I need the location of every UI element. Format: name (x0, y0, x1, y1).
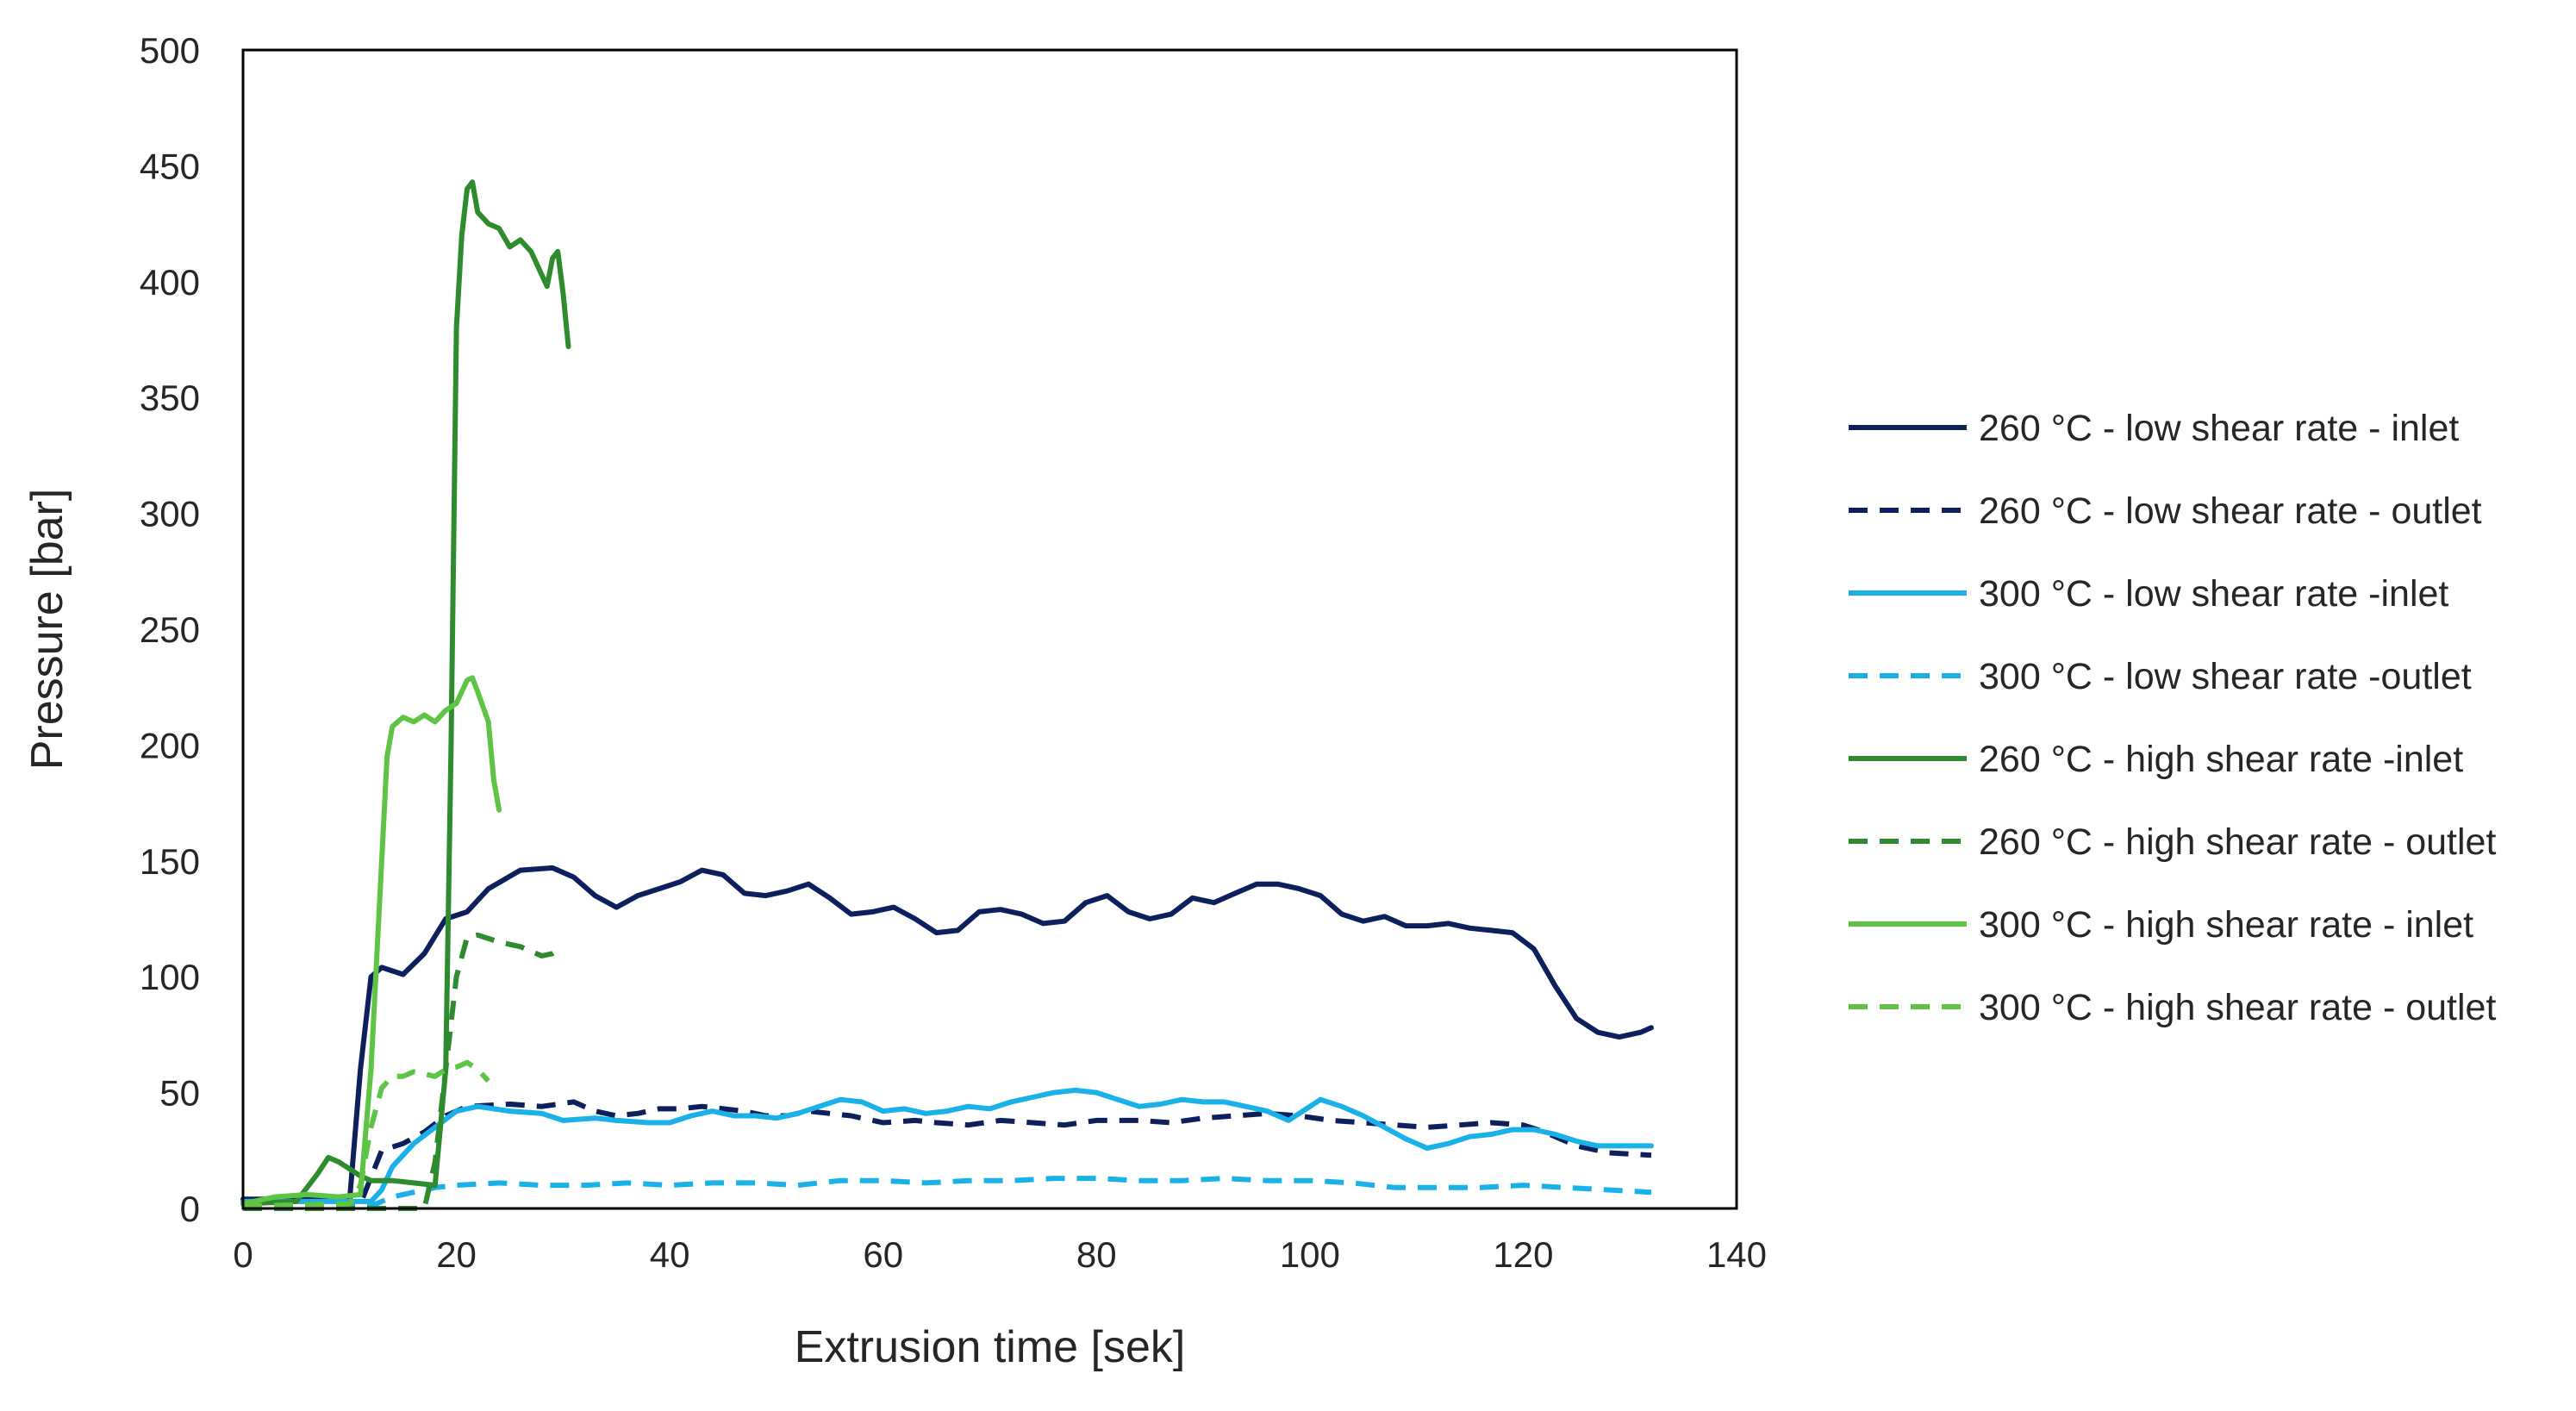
legend-entry-label: 260 °C - high shear rate -inlet (1979, 739, 2463, 780)
series-line (240, 179, 571, 1207)
x-axis-label: Extrusion time [sek] (795, 1322, 1186, 1372)
legend-entry-label: 300 °C - low shear rate -outlet (1979, 656, 2472, 697)
series-line (243, 932, 565, 1211)
legend-entry-label: 300 °C - high shear rate - outlet (1979, 987, 2496, 1028)
y-tick-label: 450 (140, 146, 200, 186)
x-tick-label: 40 (650, 1234, 690, 1275)
y-tick-label: 500 (140, 30, 200, 71)
plot-series (240, 179, 1654, 1211)
series-line (242, 1059, 490, 1209)
x-tick-label: 100 (1280, 1234, 1340, 1275)
legend-entry-label: 260 °C - low shear rate - outlet (1979, 490, 2482, 532)
y-tick-labels: 0 50 100 150 200 250 300 350 400 450 500 (140, 30, 200, 1229)
x-tick-label: 20 (436, 1234, 477, 1275)
y-tick-label: 0 (180, 1189, 200, 1229)
x-tick-label: 80 (1076, 1234, 1117, 1275)
series-line (240, 865, 1654, 1202)
x-tick-label: 120 (1493, 1234, 1553, 1275)
y-tick-label: 400 (140, 262, 200, 303)
y-tick-label: 50 (159, 1073, 200, 1114)
x-tick-label: 0 (233, 1234, 253, 1275)
y-axis-label: Pressure [bar] (22, 489, 72, 771)
y-tick-label: 300 (140, 494, 200, 534)
plot-area-border (241, 48, 1738, 1210)
series-line (243, 1176, 1652, 1209)
y-tick-label: 350 (140, 378, 200, 418)
y-tick-label: 150 (140, 841, 200, 882)
legend-entry-label: 260 °C - high shear rate - outlet (1979, 821, 2496, 863)
series-line (240, 675, 502, 1207)
legend-entry-label: 260 °C - low shear rate - inlet (1979, 408, 2459, 449)
x-tick-label: 140 (1706, 1234, 1767, 1275)
legend-entry-label: 300 °C - low shear rate -inlet (1979, 573, 2448, 615)
legend: 260 °C - low shear rate - inlet 260 °C - … (1849, 408, 2496, 1028)
series-line (240, 1087, 1654, 1204)
series-line (243, 1099, 1652, 1207)
legend-entry-label: 300 °C - high shear rate - inlet (1979, 904, 2473, 946)
x-tick-labels: 0 20 40 60 80 100 120 140 (233, 1234, 1767, 1275)
y-tick-label: 200 (140, 725, 200, 765)
y-tick-label: 250 (140, 609, 200, 650)
x-tick-label: 60 (863, 1234, 903, 1275)
y-tick-label: 100 (140, 957, 200, 997)
